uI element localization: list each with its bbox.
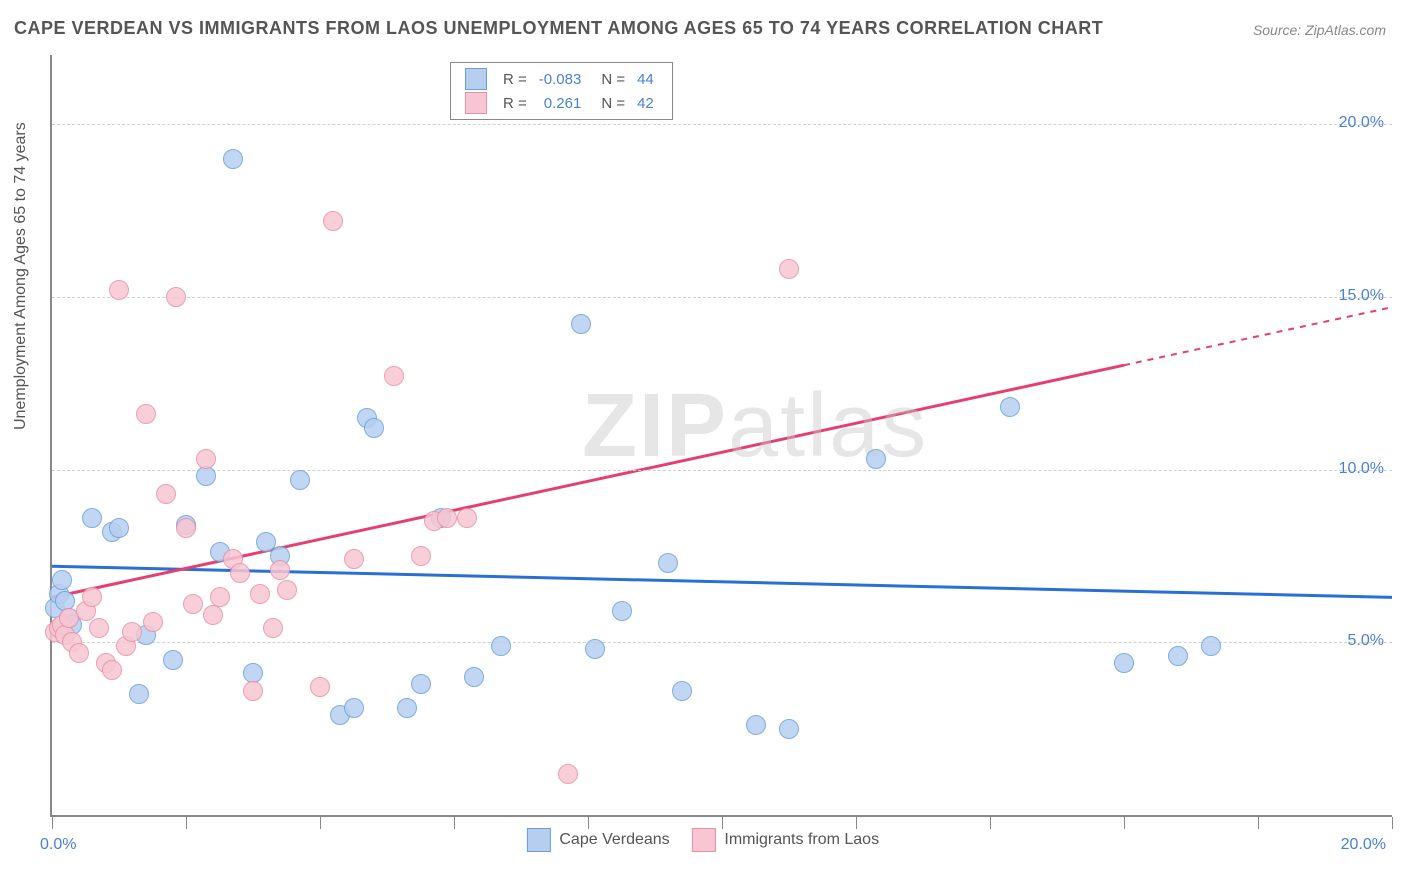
data-point xyxy=(82,587,102,607)
legend-swatch xyxy=(527,828,551,852)
data-point xyxy=(52,570,72,590)
series-legend: Cape Verdeans Immigrants from Laos xyxy=(527,828,879,852)
data-point xyxy=(457,508,477,528)
data-point xyxy=(263,618,283,638)
data-point xyxy=(166,287,186,307)
plot-area: ZIPatlas xyxy=(50,55,1392,817)
legend-swatch xyxy=(465,92,487,114)
data-point xyxy=(411,546,431,566)
data-point xyxy=(585,639,605,659)
correlation-legend: R =-0.083N =44R =0.261N =42 xyxy=(450,62,673,120)
legend-swatch xyxy=(465,68,487,90)
data-point xyxy=(344,549,364,569)
x-tick xyxy=(320,817,321,829)
legend-series-label: Immigrants from Laos xyxy=(724,831,879,848)
gridline xyxy=(52,642,1392,643)
data-point xyxy=(176,518,196,538)
legend-n-value: 44 xyxy=(631,67,660,91)
y-tick-label: 10.0% xyxy=(1339,460,1384,478)
data-point xyxy=(558,764,578,784)
data-point xyxy=(156,484,176,504)
data-point xyxy=(136,404,156,424)
data-point xyxy=(203,605,223,625)
data-point xyxy=(230,563,250,583)
x-axis-min-label: 0.0% xyxy=(40,836,76,854)
data-point xyxy=(143,612,163,632)
data-point xyxy=(672,681,692,701)
data-point xyxy=(1168,646,1188,666)
data-point xyxy=(243,681,263,701)
data-point xyxy=(344,698,364,718)
legend-n-label: N = xyxy=(587,91,631,115)
data-point xyxy=(746,715,766,735)
y-axis-label: Unemployment Among Ages 65 to 74 years xyxy=(12,122,30,430)
data-point xyxy=(122,622,142,642)
gridline xyxy=(52,124,1392,125)
gridline xyxy=(52,470,1392,471)
trend-line-extrapolated xyxy=(1124,307,1392,365)
data-point xyxy=(109,518,129,538)
data-point xyxy=(196,466,216,486)
data-point xyxy=(183,594,203,614)
legend-r-value: 0.261 xyxy=(533,91,588,115)
chart-title: CAPE VERDEAN VS IMMIGRANTS FROM LAOS UNE… xyxy=(14,18,1103,39)
x-tick xyxy=(1124,817,1125,829)
x-tick xyxy=(186,817,187,829)
data-point xyxy=(491,636,511,656)
data-point xyxy=(82,508,102,528)
legend-series-label: Cape Verdeans xyxy=(559,831,669,848)
y-tick-label: 20.0% xyxy=(1339,114,1384,132)
data-point xyxy=(69,643,89,663)
data-point xyxy=(210,587,230,607)
data-point xyxy=(223,149,243,169)
gridline xyxy=(52,297,1392,298)
x-tick xyxy=(454,817,455,829)
legend-r-value: -0.083 xyxy=(533,67,588,91)
x-tick xyxy=(990,817,991,829)
data-point xyxy=(270,560,290,580)
legend-n-label: N = xyxy=(587,67,631,91)
data-point xyxy=(437,508,457,528)
legend-r-label: R = xyxy=(497,91,533,115)
y-tick-label: 5.0% xyxy=(1348,632,1384,650)
data-point xyxy=(1000,397,1020,417)
data-point xyxy=(658,553,678,573)
data-point xyxy=(102,660,122,680)
data-point xyxy=(779,719,799,739)
data-point xyxy=(384,366,404,386)
data-point xyxy=(163,650,183,670)
data-point xyxy=(364,418,384,438)
legend-n-value: 42 xyxy=(631,91,660,115)
data-point xyxy=(89,618,109,638)
data-point xyxy=(310,677,330,697)
x-tick xyxy=(52,817,53,829)
x-tick xyxy=(1258,817,1259,829)
data-point xyxy=(196,449,216,469)
data-point xyxy=(109,280,129,300)
trend-lines-layer xyxy=(52,55,1392,815)
legend-row: R =-0.083N =44 xyxy=(459,67,660,91)
legend-row: R =0.261N =42 xyxy=(459,91,660,115)
legend-swatch xyxy=(692,828,716,852)
data-point xyxy=(866,449,886,469)
data-point xyxy=(277,580,297,600)
legend-r-label: R = xyxy=(497,67,533,91)
data-point xyxy=(571,314,591,334)
data-point xyxy=(411,674,431,694)
data-point xyxy=(129,684,149,704)
data-point xyxy=(779,259,799,279)
data-point xyxy=(397,698,417,718)
x-axis-max-label: 20.0% xyxy=(1341,836,1386,854)
data-point xyxy=(612,601,632,621)
y-tick-label: 15.0% xyxy=(1339,287,1384,305)
data-point xyxy=(323,211,343,231)
x-tick xyxy=(1392,817,1393,829)
data-point xyxy=(1114,653,1134,673)
data-point xyxy=(290,470,310,490)
data-point xyxy=(250,584,270,604)
source-label: Source: ZipAtlas.com xyxy=(1253,22,1386,38)
data-point xyxy=(464,667,484,687)
data-point xyxy=(1201,636,1221,656)
